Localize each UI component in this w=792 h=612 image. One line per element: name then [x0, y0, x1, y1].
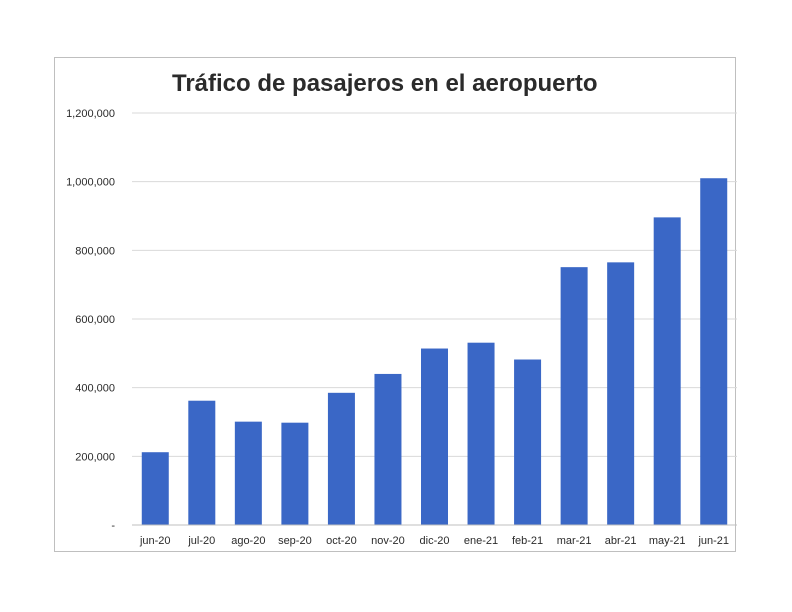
y-tick-label: 1,200,000 — [66, 108, 115, 120]
y-tick-label: 200,000 — [75, 451, 115, 463]
bar-sep-20 — [281, 422, 309, 525]
x-axis-tick-labels: jun-20 jul-20 ago-20 sep-20 oct-20 nov-20 dic-… — [139, 535, 729, 547]
y-tick-label: 600,000 — [75, 314, 115, 326]
x-tick-label: ene-21 — [464, 535, 498, 547]
x-tick-label: nov-20 — [371, 535, 405, 547]
bar-feb-21 — [514, 359, 542, 525]
bar-oct-20 — [327, 392, 355, 525]
bar-ago-20 — [234, 421, 262, 525]
bar-nov-20 — [374, 373, 402, 525]
y-tick-label: 800,000 — [75, 245, 115, 257]
bar-jul-20 — [188, 400, 216, 525]
bar-jun-20 — [141, 452, 169, 525]
bar-ene-21 — [467, 342, 495, 525]
x-tick-label: jun-21 — [697, 535, 729, 547]
y-axis-tick-labels: - 200,000 400,000 600,000 800,000 1,000,000 1,… — [66, 108, 115, 532]
chart-title: Tráfico de pasajeros en el aeropuerto — [172, 70, 598, 97]
bar-mar-21 — [560, 267, 588, 525]
bar-may-21 — [653, 217, 681, 525]
x-tick-label: may-21 — [649, 535, 686, 547]
x-tick-label: mar-21 — [557, 535, 592, 547]
bar-dic-20 — [421, 348, 448, 525]
x-tick-label: abr-21 — [605, 535, 637, 547]
x-tick-label: sep-20 — [278, 535, 312, 547]
bar-abr-21 — [607, 262, 635, 525]
y-tick-label: 1,000,000 — [66, 177, 115, 189]
x-tick-label: feb-21 — [512, 535, 543, 547]
x-tick-label: jun-20 — [139, 535, 171, 547]
x-tick-label: ago-20 — [231, 535, 265, 547]
bar-jun-21 — [700, 178, 728, 525]
x-tick-label: jul-20 — [187, 535, 215, 547]
bars — [141, 178, 728, 525]
y-tick-label: - — [111, 520, 115, 532]
y-tick-label: 400,000 — [75, 383, 115, 395]
x-tick-label: dic-20 — [420, 535, 450, 547]
x-tick-label: oct-20 — [326, 535, 357, 547]
